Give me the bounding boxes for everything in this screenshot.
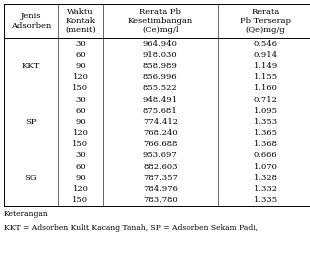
Text: 60: 60 [75, 163, 86, 171]
Text: 948.491: 948.491 [143, 96, 178, 104]
Text: 1.160: 1.160 [254, 84, 278, 92]
Text: Waktu
Kontak
(menit): Waktu Kontak (menit) [65, 8, 96, 34]
Text: 875.681: 875.681 [143, 107, 178, 115]
Text: 150: 150 [73, 196, 88, 204]
Text: 120: 120 [73, 73, 88, 81]
Text: 768.240: 768.240 [143, 129, 178, 137]
Text: 60: 60 [75, 107, 86, 115]
Text: 150: 150 [73, 140, 88, 148]
Text: 90: 90 [75, 62, 86, 70]
Text: 120: 120 [73, 185, 88, 193]
Text: 766.688: 766.688 [143, 140, 178, 148]
Text: 120: 120 [73, 129, 88, 137]
Text: KKT: KKT [22, 62, 40, 70]
Text: 0.914: 0.914 [254, 51, 278, 59]
Text: 1.095: 1.095 [254, 107, 278, 115]
Text: SP: SP [25, 118, 37, 126]
Text: 1.332: 1.332 [254, 185, 278, 193]
Text: 855.522: 855.522 [143, 84, 178, 92]
Text: 964.940: 964.940 [143, 40, 178, 48]
Text: Rerata
Pb Terserap
(Qe)mg/g: Rerata Pb Terserap (Qe)mg/g [240, 8, 291, 34]
Text: Jenis
Adsorben: Jenis Adsorben [11, 12, 51, 29]
Text: 1.328: 1.328 [254, 174, 278, 182]
Text: 30: 30 [75, 96, 86, 104]
Text: 784.976: 784.976 [143, 185, 178, 193]
Text: 1.070: 1.070 [254, 163, 278, 171]
Text: 90: 90 [75, 174, 86, 182]
Text: 1.149: 1.149 [254, 62, 278, 70]
Text: 787.357: 787.357 [143, 174, 178, 182]
Text: 1.368: 1.368 [254, 140, 278, 148]
Text: KKT = Adsorben Kulit Kacang Tanah, SP = Adsorben Sekam Padi,: KKT = Adsorben Kulit Kacang Tanah, SP = … [4, 224, 258, 232]
Text: 0.666: 0.666 [254, 151, 277, 160]
Text: 882.603: 882.603 [143, 163, 178, 171]
Text: SG: SG [24, 174, 37, 182]
Text: Keterangan: Keterangan [4, 210, 48, 218]
Text: 90: 90 [75, 118, 86, 126]
Text: 1.365: 1.365 [254, 129, 278, 137]
Text: 60: 60 [75, 51, 86, 59]
Text: 953.697: 953.697 [143, 151, 178, 160]
Text: Rerata Pb
Kesetimbangan
(Ce)mg/l: Rerata Pb Kesetimbangan (Ce)mg/l [128, 8, 193, 34]
Text: 856.996: 856.996 [143, 73, 178, 81]
Text: 150: 150 [73, 84, 88, 92]
Text: 1.335: 1.335 [254, 196, 278, 204]
Text: 30: 30 [75, 151, 86, 160]
Text: 30: 30 [75, 40, 86, 48]
Text: 0.712: 0.712 [254, 96, 278, 104]
Text: 858.989: 858.989 [143, 62, 178, 70]
Text: 1.155: 1.155 [254, 73, 278, 81]
Text: 774.412: 774.412 [143, 118, 178, 126]
Text: 1.353: 1.353 [254, 118, 278, 126]
Text: 783.780: 783.780 [143, 196, 178, 204]
Text: 918.030: 918.030 [143, 51, 178, 59]
Text: 0.546: 0.546 [254, 40, 278, 48]
